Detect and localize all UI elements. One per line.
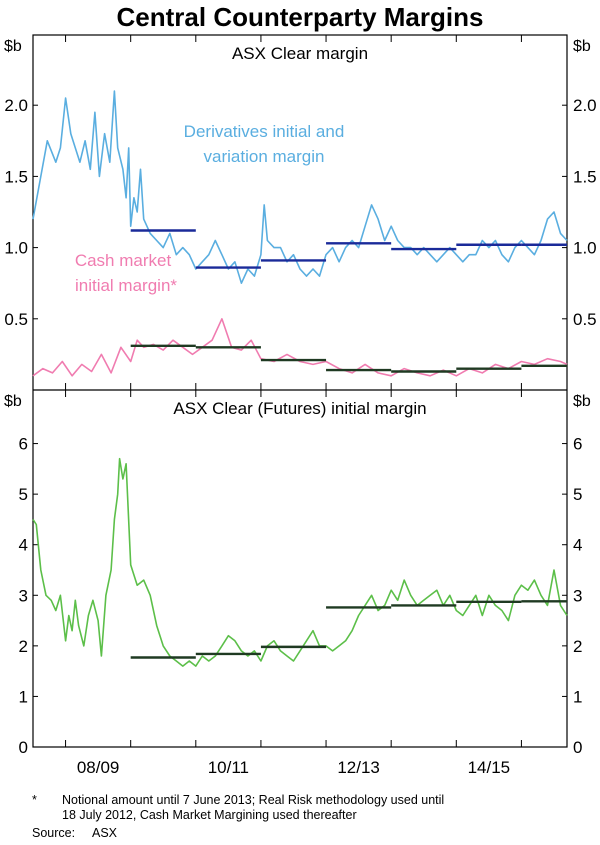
series-line-cash-market-initial-margin (32, 317, 568, 377)
y-tick-label-right: 1.0 (573, 239, 597, 258)
footnote-line-2: 18 July 2012, Cash Market Margining used… (62, 808, 357, 822)
series-label-cash-line-1: Cash market (75, 251, 172, 270)
y-tick-label-left: 6 (19, 435, 28, 454)
y-tick-label-left: 0.5 (4, 310, 28, 329)
series-label-derivatives-line-2: variation margin (204, 147, 325, 166)
y-tick-label-right: 1 (573, 687, 582, 706)
source-label: Source: (32, 826, 76, 840)
y-unit-right-2: $b (573, 393, 591, 410)
y-tick-label-left: 2 (19, 637, 28, 656)
y-tick-label-left: 4 (19, 536, 28, 555)
footnote-line-1: Notional amount until 7 June 2013; Real … (62, 793, 445, 807)
series-label-cash-line-2: initial margin* (75, 276, 177, 295)
y-unit-right-1: $b (573, 38, 591, 55)
y-tick-label-left: 3 (19, 586, 28, 605)
x-tick-label: 12/13 (337, 758, 380, 777)
y-tick-label-right: 0 (573, 738, 582, 757)
y-tick-label-left: 1.5 (4, 167, 28, 186)
series-label-derivatives-line-1: Derivatives initial and (184, 122, 345, 141)
y-unit-left-2: $b (4, 393, 22, 410)
series-line-derivatives-initial-and-variation-margin (32, 90, 568, 285)
source-value: ASX (92, 826, 118, 840)
y-tick-label-left: 1 (19, 687, 28, 706)
y-unit-left-1: $b (4, 38, 22, 55)
panel-title-1: ASX Clear margin (232, 44, 368, 63)
y-tick-label-right: 2.0 (573, 96, 597, 115)
y-tick-label-right: 5 (573, 485, 582, 504)
y-tick-label-right: 3 (573, 586, 582, 605)
panel-title-2: ASX Clear (Futures) initial margin (173, 399, 426, 418)
y-tick-label-right: 2 (573, 637, 582, 656)
y-tick-label-right: 0.5 (573, 310, 597, 329)
y-tick-label-right: 4 (573, 536, 582, 555)
plot-frame (32, 34, 568, 748)
x-tick-label: 10/11 (208, 758, 249, 777)
y-tick-label-left: 1.0 (4, 239, 28, 258)
y-tick-label-right: 1.5 (573, 167, 597, 186)
y-tick-label-left: 2.0 (4, 96, 28, 115)
x-tick-label: 14/15 (468, 758, 511, 777)
footnote-marker: * (32, 793, 37, 807)
y-tick-label-right: 6 (573, 435, 582, 454)
y-tick-label-left: 0 (19, 738, 28, 757)
x-tick-label: 08/09 (77, 758, 120, 777)
chart-title: Central Counterparty Margins (116, 2, 484, 32)
y-tick-label-left: 5 (19, 485, 28, 504)
series-line-asx-clear-futures-initial-margin (32, 457, 568, 667)
